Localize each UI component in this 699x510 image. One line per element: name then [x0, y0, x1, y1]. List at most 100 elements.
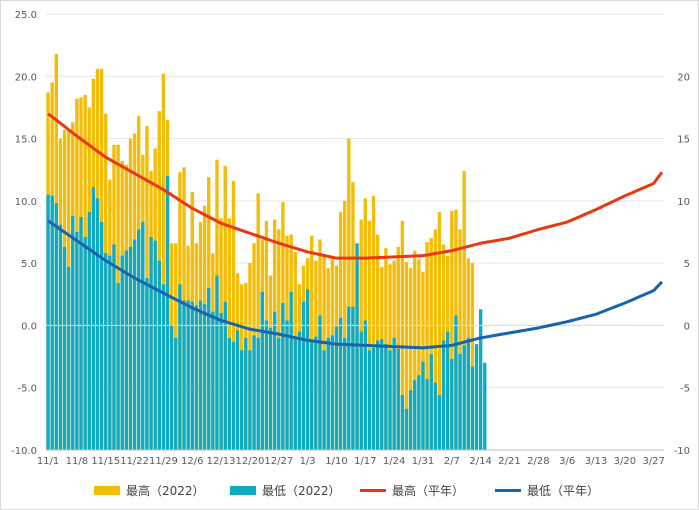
x-tick-label: 3/13: [585, 456, 607, 467]
bar-min-2022: [289, 291, 293, 450]
bar-min-2022: [169, 325, 174, 450]
y-tick-right: 10: [677, 197, 690, 208]
bar-min-2022: [95, 198, 100, 450]
bar-min-2022: [71, 215, 75, 450]
y-tick-left: 15.0: [15, 135, 37, 146]
y-axis-right: -10 -5 0 5 10 15 20: [674, 72, 690, 457]
bar-min-2022: [355, 243, 359, 450]
bar-min-2022: [437, 395, 442, 450]
bar-min-2022: [281, 303, 285, 450]
bar-min-2022: [375, 340, 380, 450]
legend-swatch-max-normal: [360, 488, 386, 492]
bar-min-2022: [174, 337, 178, 450]
bar-max-2022: [429, 238, 433, 450]
legend-item-min-2022: 最低（2022）: [230, 482, 341, 498]
bar-min-2022: [46, 194, 50, 450]
bar-min-2022: [104, 253, 108, 450]
y-tick-left: 5.0: [21, 259, 37, 270]
bar-min-2022: [301, 301, 306, 450]
bar-min-2022: [186, 300, 190, 450]
y-tick-right: 0: [684, 321, 690, 332]
bar-min-2022: [207, 288, 211, 450]
y-tick-right: 5: [684, 259, 690, 270]
bar-min-2022: [231, 341, 236, 450]
y-tick-right: 15: [677, 135, 690, 146]
bar-min-2022: [149, 236, 153, 450]
line-min-normal: [47, 219, 664, 350]
bar-min-2022: [343, 337, 347, 450]
bar-min-2022: [108, 255, 112, 450]
bar-min-2022: [330, 335, 335, 450]
bar-min-2022: [446, 331, 450, 450]
bar-max-2022: [161, 73, 166, 451]
bar-min-2022: [396, 349, 400, 450]
bar-min-2022: [458, 354, 462, 450]
y-tick-left: 10.0: [15, 197, 37, 208]
bar-max-2022: [231, 180, 236, 450]
bar-min-2022: [474, 344, 479, 450]
bar-max-2022: [396, 246, 400, 450]
bar-max-2022: [450, 210, 454, 450]
bar-min-2022: [252, 335, 256, 450]
x-tick-label: 2/7: [444, 456, 460, 467]
bar-max-2022: [371, 195, 376, 450]
bar-max-2022: [425, 241, 429, 450]
bar-min-2022: [425, 378, 429, 450]
bar-min-2022: [215, 275, 219, 450]
bar-min-2022: [285, 320, 289, 450]
legend-swatch-max-2022: [94, 485, 120, 495]
bar-max-2022: [256, 193, 260, 450]
bar-min-2022: [112, 244, 116, 450]
bar-min-2022: [450, 359, 454, 450]
bar-min-2022: [227, 337, 232, 450]
legend-item-max-2022: 最高（2022）: [94, 482, 205, 498]
bar-max-2022: [227, 218, 232, 450]
bar-max-2022: [347, 138, 351, 451]
bar-min-2022: [400, 395, 405, 450]
bar-min-2022: [120, 255, 124, 450]
bar-min-2022: [116, 283, 120, 450]
x-tick-label: 2/28: [527, 456, 549, 467]
legend-swatch-min-normal: [495, 488, 521, 492]
bar-min-2022: [79, 217, 83, 450]
y-tick-right: -10: [674, 446, 690, 457]
bar-max-2022: [404, 261, 409, 450]
bar-min-2022: [260, 291, 264, 450]
bar-min-2022: [58, 224, 63, 450]
bar-min-2022: [359, 331, 363, 450]
bar-max-2022: [400, 220, 405, 450]
bar-min-2022: [264, 320, 269, 450]
bar-min-2022: [145, 278, 149, 450]
bar-min-2022: [141, 222, 145, 450]
bar-max-2022: [437, 212, 442, 450]
bar-min-2022: [470, 366, 475, 450]
bar-min-2022: [338, 317, 343, 450]
legend-label-max-normal: 最高（平年）: [392, 483, 465, 498]
bar-min-2022: [157, 260, 161, 450]
x-tick-label: 2/14: [469, 456, 491, 467]
bar-min-2022: [66, 266, 71, 450]
bar-min-2022: [277, 337, 281, 450]
bar-min-2022: [190, 301, 194, 450]
bar-min-2022: [182, 300, 186, 450]
bars-min-2022: [46, 175, 487, 450]
bar-min-2022: [367, 350, 372, 450]
x-tick-label: 3/20: [614, 456, 636, 467]
bar-min-2022: [429, 354, 433, 450]
bar-max-2022: [470, 263, 475, 450]
y-tick-left: 25.0: [15, 10, 37, 21]
x-tick-label: 12/27: [264, 456, 293, 467]
x-tick-label: 1/10: [325, 456, 347, 467]
x-tick-label: 11/1: [37, 456, 59, 467]
bar-min-2022: [305, 289, 310, 450]
bar-min-2022: [235, 330, 240, 450]
y-tick-right: 20: [677, 72, 690, 83]
bar-min-2022: [161, 284, 166, 450]
bar-max-2022: [417, 259, 421, 450]
bar-min-2022: [454, 315, 458, 450]
bar-max-2022: [433, 229, 438, 450]
bar-min-2022: [404, 408, 409, 450]
bar-min-2022: [240, 350, 244, 450]
bar-max-2022: [462, 170, 466, 450]
